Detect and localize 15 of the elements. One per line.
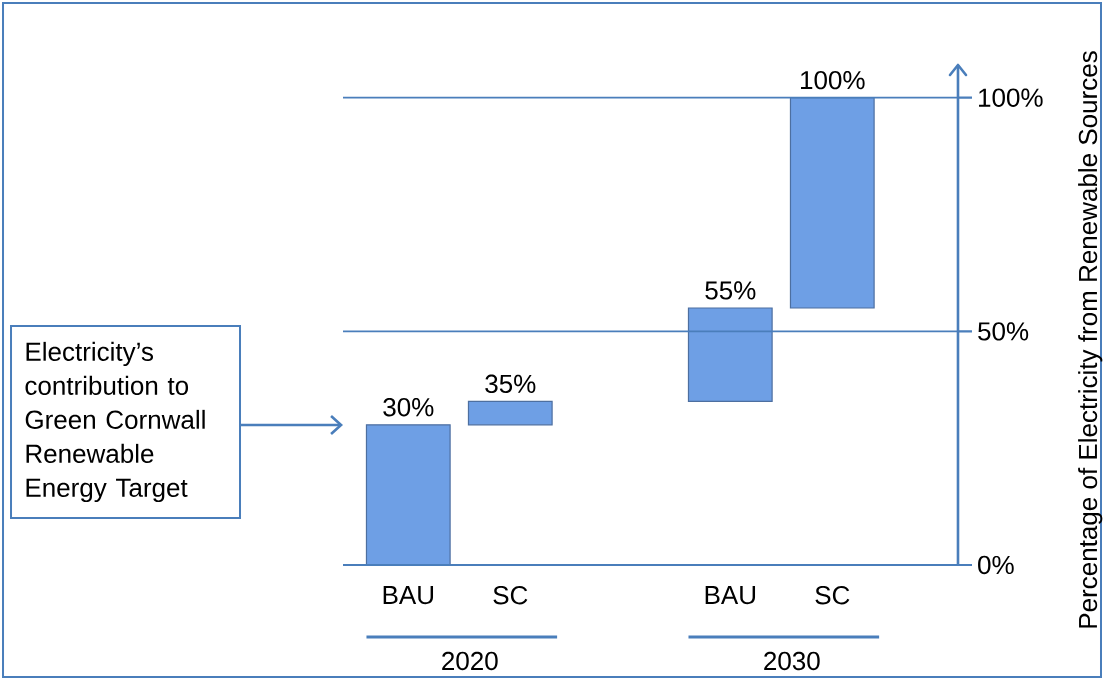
text: 2020 (442, 651, 498, 671)
text: 2030 (764, 651, 820, 671)
x-tick-label: BAU (705, 586, 756, 605)
y-tick-label: 50% (978, 322, 1029, 341)
data-label: 30% (383, 397, 434, 417)
x-tick-label: SC (493, 586, 528, 605)
data-label: 100% (801, 70, 865, 90)
x-tick-label: SC (815, 586, 850, 605)
y-tick-label: 100% (979, 88, 1043, 107)
data-label: 55% (705, 281, 756, 300)
x-tick-label: BAU (383, 586, 434, 605)
data-label: 35% (485, 374, 536, 394)
text: Electricity’s contribution to Green Cornwall Renewable Energy Target (25, 341, 205, 503)
y-tick-label: 0% (978, 555, 1014, 575)
y-axis-title: Percentage of Electricity from Renewable Sources (1078, 51, 1103, 628)
